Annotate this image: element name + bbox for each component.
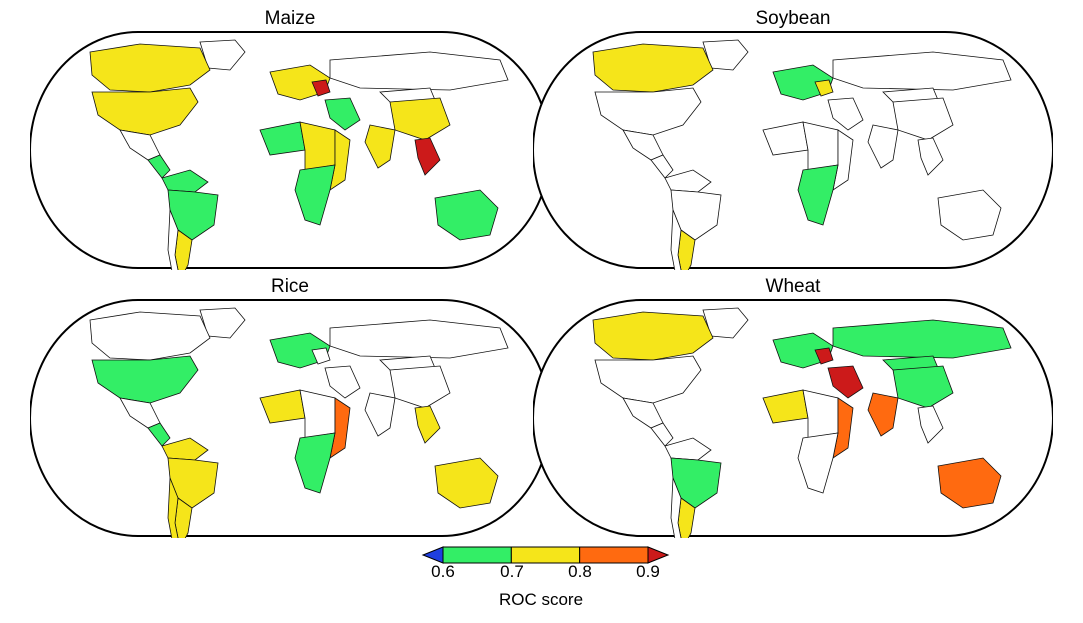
tick-label: 0.8 <box>568 562 592 581</box>
region-central-america <box>650 422 674 447</box>
region-africa-central <box>802 389 839 439</box>
region-europe-hot <box>814 347 834 365</box>
region-north-america-canada <box>89 311 211 361</box>
region-africa-south <box>797 164 839 226</box>
region-chile <box>167 477 179 538</box>
panel-wheat: Wheat <box>533 276 1053 538</box>
region-africa-central <box>299 389 336 439</box>
region-central-america <box>650 154 674 179</box>
panel-title: Soybean <box>755 8 831 29</box>
region-chile <box>167 209 179 270</box>
region-russia <box>329 51 509 91</box>
region-north-america-canada <box>89 43 211 93</box>
panel-title: Rice <box>270 276 309 297</box>
region-africa-east <box>832 129 854 191</box>
region-southeast-asia <box>917 137 944 176</box>
colorbar-extend-low <box>421 546 444 564</box>
world-map-wheat <box>533 299 1053 538</box>
region-africa-south <box>797 432 839 494</box>
region-europe-hot <box>311 79 331 97</box>
tick-label: 0.7 <box>500 562 524 581</box>
region-north-america-usa <box>91 355 199 404</box>
region-southeast-asia <box>414 137 441 176</box>
region-central-america <box>147 422 171 447</box>
panel-rice: Rice <box>30 276 550 538</box>
region-australia <box>937 189 1002 241</box>
region-russia <box>832 319 1012 359</box>
region-middle-east <box>827 97 864 131</box>
panel-soybean: Soybean <box>533 8 1053 270</box>
region-middle-east <box>827 365 864 399</box>
region-africa-south <box>294 432 336 494</box>
world-map-maize <box>30 31 550 270</box>
region-south-america-north <box>161 437 209 461</box>
region-china <box>389 97 451 141</box>
region-china <box>389 365 451 409</box>
region-south-america-north <box>161 169 209 193</box>
region-south-america-north <box>664 437 712 461</box>
region-africa-south <box>294 164 336 226</box>
region-africa-east <box>329 397 351 459</box>
region-europe-hot <box>814 79 834 97</box>
colorbar-extend-high <box>647 546 670 564</box>
region-middle-east <box>324 365 361 399</box>
region-north-america-canada <box>592 43 714 93</box>
region-australia <box>434 189 499 241</box>
region-africa-east <box>329 129 351 191</box>
world-map-rice <box>30 299 550 538</box>
region-africa-central <box>299 121 336 171</box>
legend-title: ROC score <box>498 590 584 609</box>
colorbar-bin-0 <box>442 546 512 564</box>
region-china <box>892 97 954 141</box>
region-chile <box>670 209 682 270</box>
region-north-america-usa <box>91 87 199 136</box>
region-russia <box>329 319 509 359</box>
region-north-america-usa <box>594 355 702 404</box>
region-southeast-asia <box>917 405 944 444</box>
region-australia <box>937 457 1002 509</box>
panel-title: Maize <box>264 8 316 29</box>
colorbar-bin-2 <box>579 546 649 564</box>
region-south-america-north <box>664 169 712 193</box>
region-north-america-usa <box>594 87 702 136</box>
region-china <box>892 365 954 409</box>
tick-label: 0.9 <box>636 562 660 581</box>
region-europe-hot <box>311 347 331 365</box>
region-india <box>364 124 396 169</box>
region-chile <box>670 477 682 538</box>
region-india <box>867 392 899 437</box>
tick-label: 0.6 <box>431 562 455 581</box>
region-middle-east <box>324 97 361 131</box>
region-india <box>364 392 396 437</box>
region-india <box>867 124 899 169</box>
world-map-soybean <box>533 31 1053 270</box>
region-africa-central <box>802 121 839 171</box>
panel-maize: Maize <box>30 8 550 270</box>
panel-title: Wheat <box>765 276 821 297</box>
colorbar-bin-1 <box>510 546 581 564</box>
region-australia <box>434 457 499 509</box>
region-north-america-canada <box>592 311 714 361</box>
region-central-america <box>147 154 171 179</box>
region-russia <box>832 51 1012 91</box>
region-africa-east <box>832 397 854 459</box>
region-southeast-asia <box>414 405 441 444</box>
